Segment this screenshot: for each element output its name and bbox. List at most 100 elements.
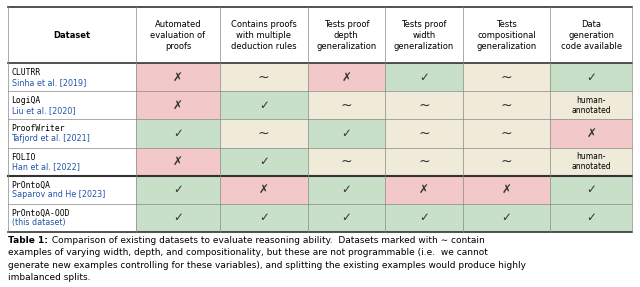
Bar: [136, 148, 220, 176]
Text: Comparison of existing datasets to evaluate reasoning ability.  Datasets marked : Comparison of existing datasets to evalu…: [49, 236, 484, 245]
Text: ~: ~: [500, 155, 512, 168]
Text: ~: ~: [418, 127, 429, 140]
Bar: [8, 176, 136, 204]
Text: ✓: ✓: [341, 211, 351, 224]
Bar: [463, 91, 550, 119]
Bar: [385, 91, 463, 119]
Bar: [463, 176, 550, 204]
Text: ✓: ✓: [173, 183, 183, 196]
Bar: [385, 176, 463, 204]
Text: ~: ~: [500, 70, 512, 84]
Text: ~: ~: [500, 127, 512, 140]
Text: Tests
compositional
generalization: Tests compositional generalization: [476, 20, 536, 51]
Bar: [463, 148, 550, 176]
Text: ✗: ✗: [173, 155, 183, 168]
Bar: [463, 204, 550, 232]
Bar: [550, 176, 632, 204]
Text: Tests proof
depth
generalization: Tests proof depth generalization: [316, 20, 376, 51]
Bar: [307, 204, 385, 232]
Bar: [136, 119, 220, 148]
Text: ~: ~: [340, 155, 352, 168]
Text: generate new examples controlling for these variables), and splitting the existi: generate new examples controlling for th…: [8, 261, 525, 269]
Bar: [463, 63, 550, 91]
Text: Saparov and He [2023]: Saparov and He [2023]: [12, 190, 105, 199]
Bar: [220, 148, 307, 176]
Text: Table 1:: Table 1:: [8, 236, 47, 245]
Bar: [220, 91, 307, 119]
Text: ✓: ✓: [341, 183, 351, 196]
Bar: [220, 63, 307, 91]
Bar: [8, 204, 136, 232]
Text: ✗: ✗: [502, 183, 511, 196]
Text: ✓: ✓: [419, 211, 429, 224]
Text: CLUTRR: CLUTRR: [12, 68, 41, 77]
Text: human-
annotated: human- annotated: [572, 152, 611, 171]
Bar: [220, 204, 307, 232]
Text: ✗: ✗: [173, 71, 183, 84]
Text: ~: ~: [258, 127, 269, 140]
Bar: [307, 91, 385, 119]
Bar: [136, 91, 220, 119]
Bar: [220, 176, 307, 204]
Text: ✓: ✓: [586, 71, 596, 84]
Bar: [385, 148, 463, 176]
Bar: [8, 7, 632, 63]
Bar: [385, 204, 463, 232]
Text: ✗: ✗: [341, 71, 351, 84]
Text: Tests proof
width
generalization: Tests proof width generalization: [394, 20, 454, 51]
Text: ✓: ✓: [419, 71, 429, 84]
Text: ✓: ✓: [173, 127, 183, 140]
Text: ~: ~: [418, 98, 429, 112]
Text: Dataset: Dataset: [53, 31, 90, 40]
Text: examples of varying width, depth, and compositionality, but these are not progra: examples of varying width, depth, and co…: [8, 248, 488, 257]
Text: ~: ~: [340, 98, 352, 112]
Text: LogiQA: LogiQA: [12, 96, 41, 105]
Bar: [550, 148, 632, 176]
Text: ✗: ✗: [173, 99, 183, 112]
Bar: [385, 119, 463, 148]
Text: ✗: ✗: [586, 127, 596, 140]
Text: ✓: ✓: [259, 155, 269, 168]
Bar: [307, 119, 385, 148]
Text: ✓: ✓: [173, 211, 183, 224]
Text: ~: ~: [500, 98, 512, 112]
Text: Data
generation
code available: Data generation code available: [561, 20, 622, 51]
Bar: [8, 148, 136, 176]
Bar: [8, 63, 136, 91]
Bar: [307, 148, 385, 176]
Text: ✗: ✗: [259, 183, 269, 196]
Text: FOLIO: FOLIO: [12, 153, 36, 162]
Bar: [550, 119, 632, 148]
Text: PrOntoQA-OOD: PrOntoQA-OOD: [12, 209, 70, 218]
Text: PrOntoQA: PrOntoQA: [12, 181, 51, 190]
Text: ✓: ✓: [502, 211, 511, 224]
Text: Liu et al. [2020]: Liu et al. [2020]: [12, 106, 75, 115]
Bar: [550, 91, 632, 119]
Text: ✓: ✓: [259, 99, 269, 112]
Text: Tafjord et al. [2021]: Tafjord et al. [2021]: [12, 134, 90, 143]
Text: ~: ~: [418, 155, 429, 168]
Text: (this dataset): (this dataset): [12, 218, 65, 227]
Bar: [550, 204, 632, 232]
Text: Contains proofs
with multiple
deduction rules: Contains proofs with multiple deduction …: [231, 20, 297, 51]
Bar: [136, 176, 220, 204]
Text: Automated
evaluation of
proofs: Automated evaluation of proofs: [150, 20, 205, 51]
Text: ~: ~: [258, 70, 269, 84]
Text: ✓: ✓: [341, 127, 351, 140]
Bar: [136, 63, 220, 91]
Bar: [8, 91, 136, 119]
Bar: [463, 119, 550, 148]
Bar: [307, 63, 385, 91]
Text: human-
annotated: human- annotated: [572, 96, 611, 115]
Text: ✗: ✗: [419, 183, 429, 196]
Bar: [136, 204, 220, 232]
Bar: [220, 119, 307, 148]
Text: Han et al. [2022]: Han et al. [2022]: [12, 162, 79, 171]
Bar: [8, 119, 136, 148]
Text: ✓: ✓: [259, 211, 269, 224]
Text: ✓: ✓: [586, 211, 596, 224]
Bar: [385, 63, 463, 91]
Text: ✓: ✓: [586, 183, 596, 196]
Bar: [307, 176, 385, 204]
Text: Sinha et al. [2019]: Sinha et al. [2019]: [12, 78, 86, 87]
